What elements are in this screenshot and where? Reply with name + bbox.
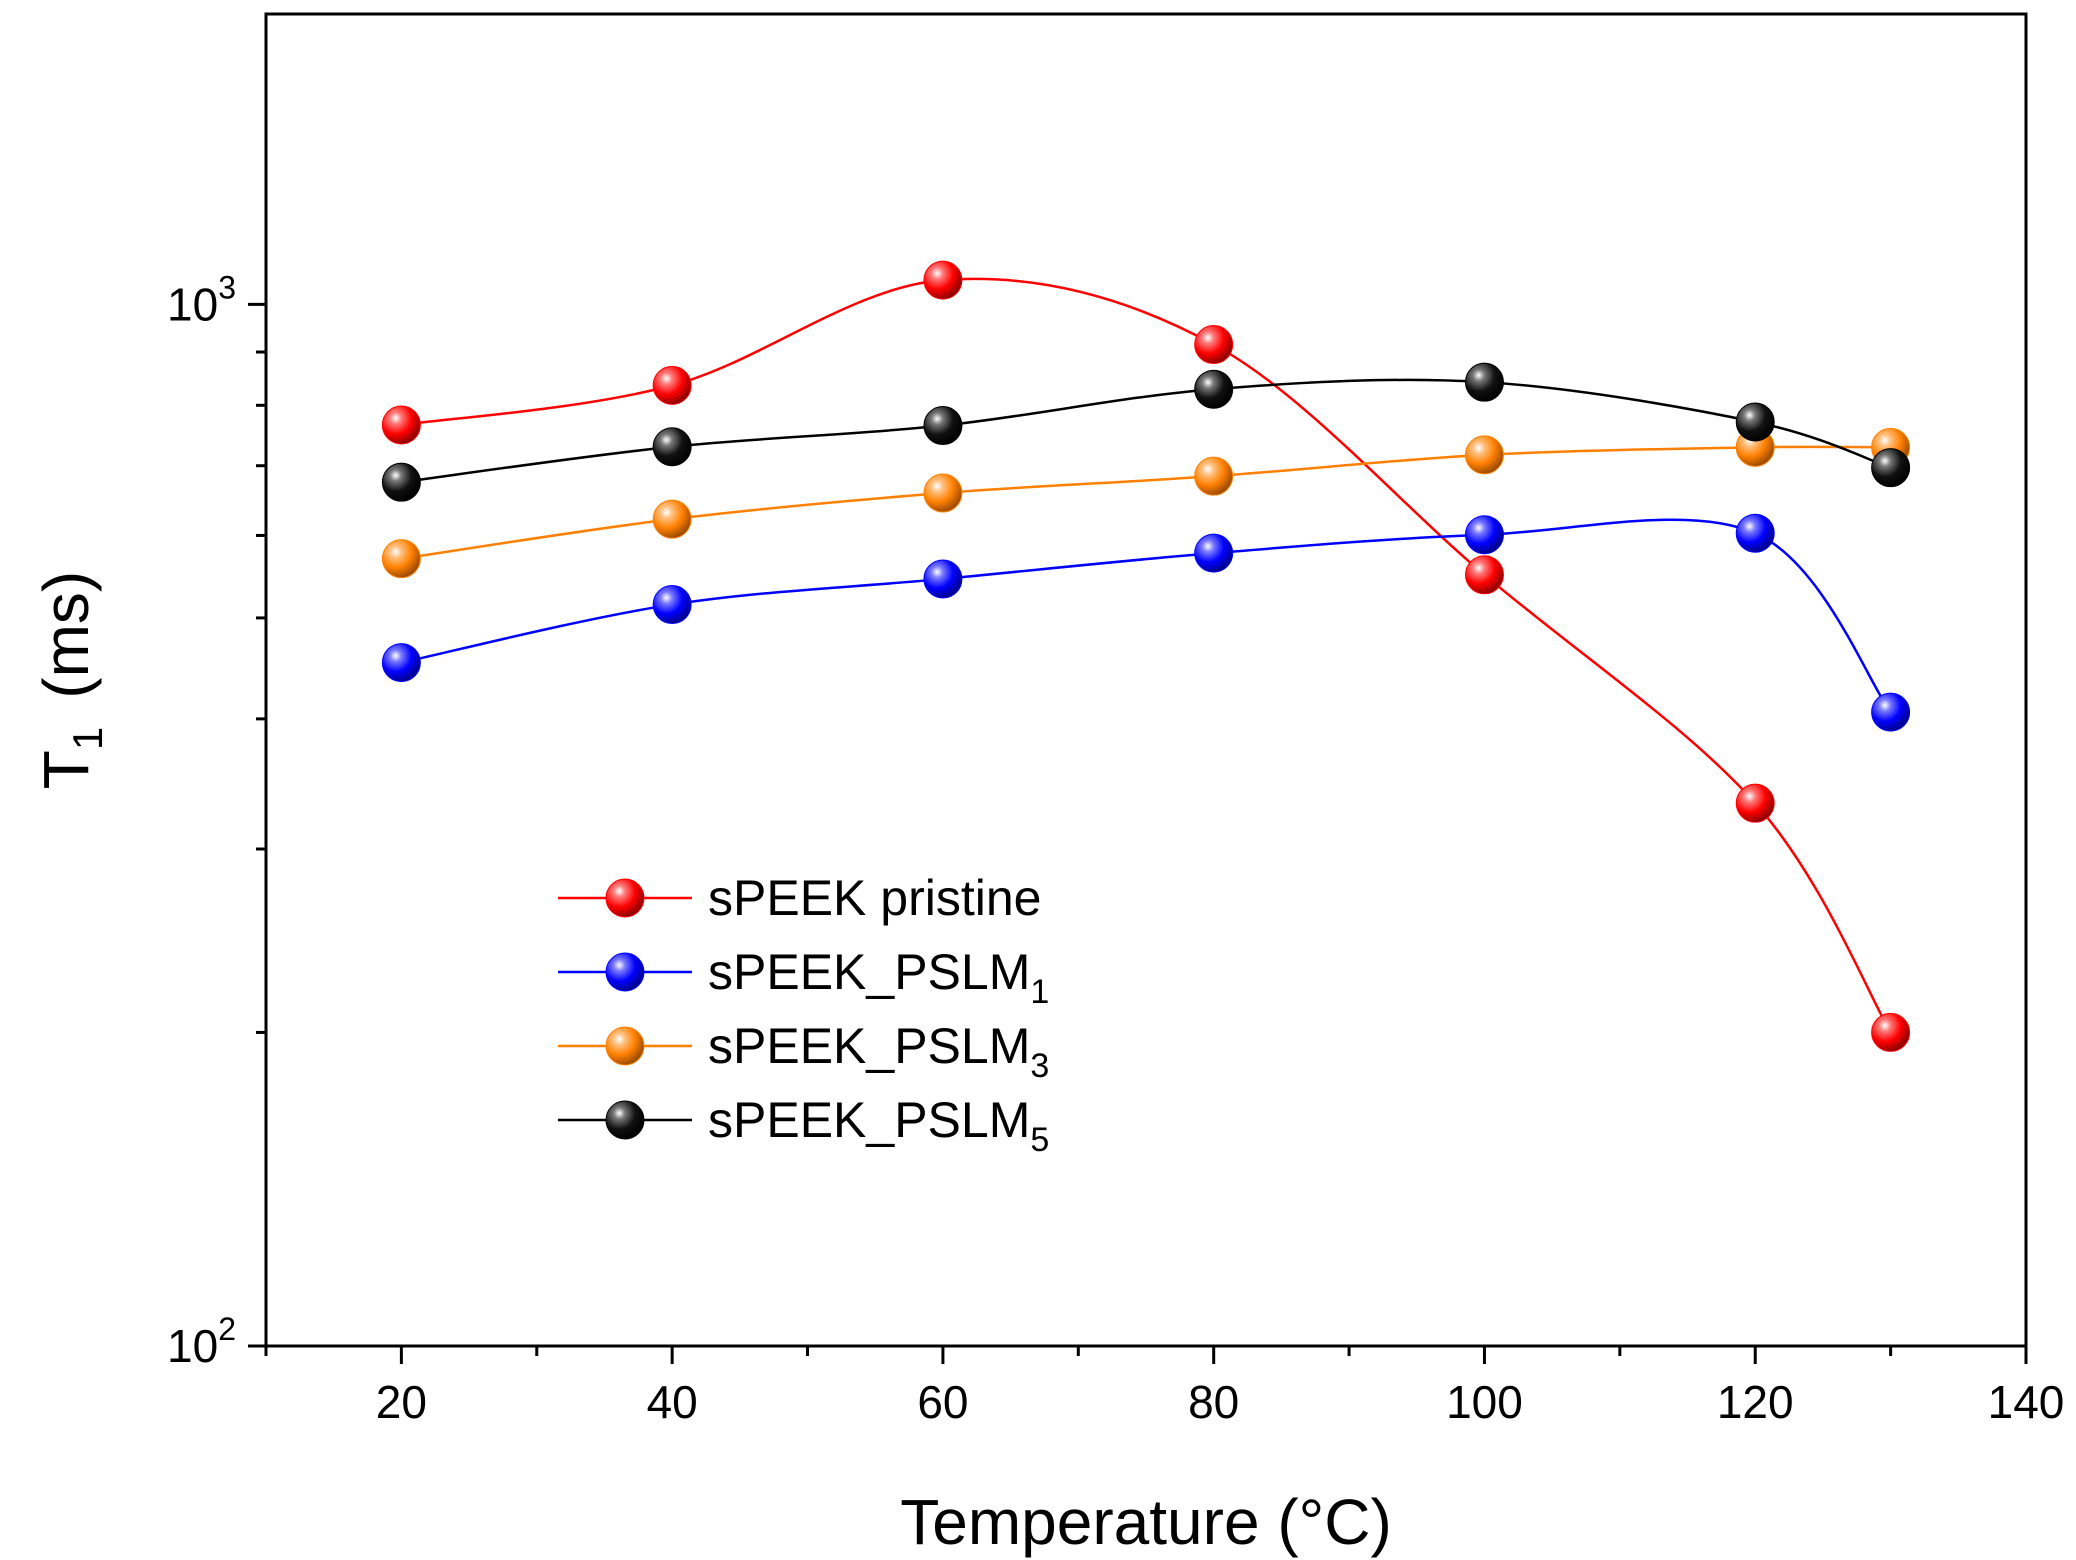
legend-marker [605,952,645,992]
x-tick-label: 140 [1988,1376,2065,1428]
data-point [1464,435,1504,475]
data-point [1871,692,1911,732]
series-layer [381,260,1911,1052]
x-tick-label: 120 [1717,1376,1794,1428]
data-point [1735,402,1775,442]
y-tick-label: 102 [167,1311,236,1372]
data-point [923,559,963,599]
legend: sPEEK pristine sPEEK_PSLM1 sPEEK_PSLM3 sPEE… [558,870,1049,1159]
data-point [381,405,421,445]
data-point [923,406,963,446]
x-axis-title: Temperature (°C) [900,1486,1392,1558]
series-0 [381,260,1911,1052]
y-axis-title-sub: 1 [64,727,111,750]
data-point [652,499,692,539]
legend-item: sPEEK_PSLM5 [558,1092,1049,1159]
legend-marker [605,878,645,918]
y-tick-label: 103 [167,269,236,330]
y-axis-title-main: T [30,750,102,789]
series-2 [381,427,1911,579]
data-point [381,462,421,502]
series-3 [381,362,1911,502]
svg-text:T1(ms): T1 (ms) [30,571,111,789]
legend-label: sPEEK pristine [708,870,1041,926]
series-line [401,518,1892,713]
series-line [401,445,1891,560]
data-point [381,539,421,579]
legend-marker [605,1100,645,1140]
legend-label: sPEEK_PSLM1 [708,944,1049,1011]
legend-marker [605,1026,645,1066]
data-point [923,260,963,300]
data-point [1871,1012,1911,1052]
legend-label: sPEEK_PSLM5 [708,1092,1049,1159]
data-point [1464,555,1504,595]
y-axis-title: T1 (ms) [30,571,111,789]
x-tick-label: 40 [647,1376,698,1428]
x-tick-label: 80 [1188,1376,1239,1428]
data-point [1735,783,1775,823]
data-point [652,365,692,405]
legend-item: sPEEK_PSLM1 [558,944,1049,1011]
y-axis-title-unit: (ms) [30,571,102,699]
legend-item: sPEEK_PSLM3 [558,1018,1049,1085]
data-point [381,643,421,683]
x-axis: 20 40 60 80 100 120 140 [264,1346,2065,1428]
data-point [652,585,692,625]
y-axis: 103 102 [167,269,266,1372]
data-point [923,473,963,513]
data-point [1194,533,1234,573]
x-tick-label: 20 [376,1376,427,1428]
data-point [1871,448,1911,488]
data-point [1194,325,1234,365]
data-point [1464,362,1504,402]
data-point [1735,513,1775,553]
data-point [1464,515,1504,555]
x-tick-label: 60 [917,1376,968,1428]
data-point [652,427,692,467]
legend-label: sPEEK_PSLM3 [708,1018,1049,1085]
data-point [1194,456,1234,496]
plot-frame [264,12,2028,1348]
legend-item: sPEEK pristine [558,870,1041,926]
series-1 [381,513,1911,732]
series-line [401,277,1892,1034]
x-tick-label: 100 [1446,1376,1523,1428]
data-point [1194,369,1234,409]
